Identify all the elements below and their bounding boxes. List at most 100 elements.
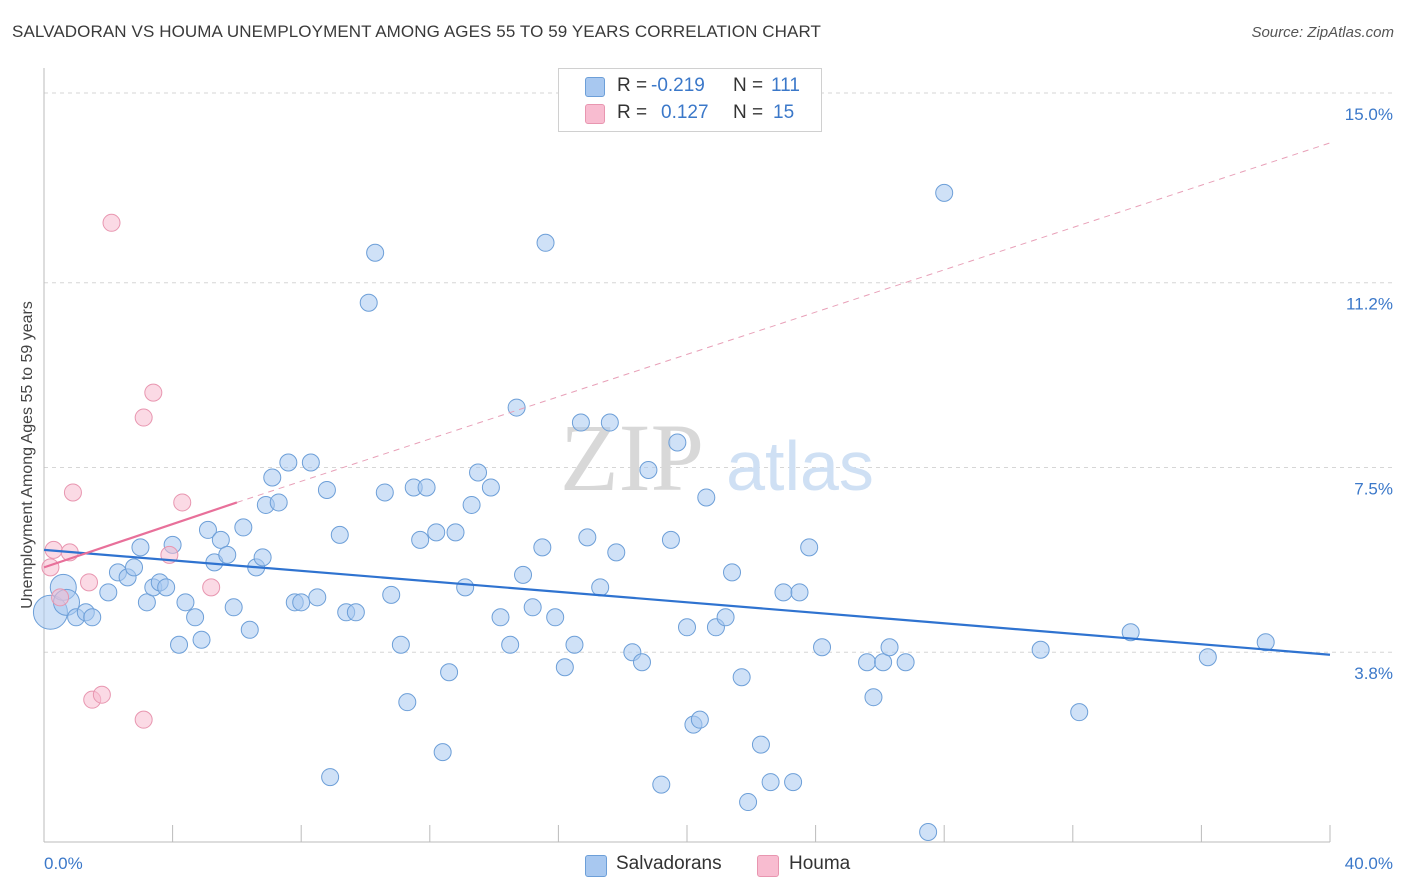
data-point-salvadorans [292,593,311,612]
data-point-salvadorans [555,658,574,677]
data-point-salvadorans [263,468,282,487]
data-point-salvadorans [716,608,735,627]
data-point-salvadorans [935,183,954,202]
data-point-salvadorans [507,398,526,417]
data-point-houma [92,685,111,704]
data-point-salvadorans [269,493,288,512]
data-point-salvadorans [192,630,211,649]
data-point-salvadorans [739,793,758,812]
watermark: ZIP atlas [560,404,874,511]
data-point-salvadorans [1121,623,1140,642]
data-point-salvadorans [83,608,102,627]
data-point-salvadorans [571,413,590,432]
data-point-salvadorans [218,545,237,564]
chart-title: SALVADORAN VS HOUMA UNEMPLOYMENT AMONG A… [12,22,822,41]
data-point-salvadorans [398,693,417,712]
legend-label-salvadorans: Salvadorans [616,853,722,874]
legend-n-value: 15 [773,102,795,123]
data-point-salvadorans [301,453,320,472]
data-point-salvadorans [240,620,259,639]
data-point-salvadorans [858,653,877,672]
trend-line-salvadorans [43,548,1331,656]
houma-points [41,213,221,729]
y-tick-label: 3.8% [1354,664,1393,683]
data-point-salvadorans [382,585,401,604]
data-point-salvadorans [481,478,500,497]
data-point-salvadorans [523,598,542,617]
legend-swatch-houma [757,855,779,877]
legend-r-label: R = [617,102,648,123]
data-point-salvadorans [321,768,340,787]
data-point-salvadorans [546,608,565,627]
data-point-salvadorans [607,543,626,562]
correlation-legend: R = -0.219 N = 111 R = 0.127 N = 15 [558,68,822,132]
x-tick-label: 0.0% [44,854,83,873]
data-point-salvadorans [211,530,230,549]
data-point-salvadorans [591,578,610,597]
data-point-salvadorans [224,598,243,617]
data-point-salvadorans [514,565,533,584]
data-point-salvadorans [433,743,452,762]
legend-label-houma: Houma [789,853,851,874]
data-point-salvadorans [417,478,436,497]
data-point-salvadorans [784,773,803,792]
data-point-salvadorans [253,548,272,567]
data-point-salvadorans [761,773,780,792]
data-point-houma [173,493,192,512]
legend-swatch-salvadorans [585,77,605,97]
data-point-salvadorans [501,635,520,654]
series-legend: Salvadorans Houma [0,850,1406,880]
data-point-salvadorans [440,663,459,682]
data-point-salvadorans [157,578,176,597]
data-point-houma [102,213,121,232]
data-point-salvadorans [170,635,189,654]
data-point-salvadorans [533,538,552,557]
data-point-salvadorans [632,653,651,672]
data-point-salvadorans [880,638,899,657]
data-point-salvadorans [723,563,742,582]
data-point-salvadorans [279,453,298,472]
data-point-houma [134,408,153,427]
data-point-salvadorans [751,735,770,754]
data-point-salvadorans [186,608,205,627]
data-point-salvadorans [565,635,584,654]
data-point-salvadorans [491,608,510,627]
data-point-salvadorans [1256,633,1275,652]
grid-lines [44,92,1392,653]
legend-r-value: 0.127 [661,102,709,123]
data-point-salvadorans [99,583,118,602]
data-point-salvadorans [1070,703,1089,722]
watermark-atlas: atlas [726,427,874,505]
data-point-salvadorans [330,525,349,544]
y-tick-label: 15.0% [1345,105,1393,124]
legend-n-label: N = [733,102,764,123]
data-point-salvadorans [668,433,687,452]
data-point-salvadorans [125,558,144,577]
data-point-salvadorans [456,578,475,597]
data-point-salvadorans [800,538,819,557]
data-point-houma [134,710,153,729]
data-point-salvadorans [411,530,430,549]
legend-n-label: N = [733,75,764,96]
data-point-salvadorans [536,233,555,252]
data-point-houma [51,588,70,607]
data-point-salvadorans [874,653,893,672]
data-point-salvadorans [359,293,378,312]
data-point-salvadorans [1031,640,1050,659]
trend-line-houma [43,501,238,569]
data-point-salvadorans [462,495,481,514]
data-point-salvadorans [813,638,832,657]
data-point-salvadorans [600,413,619,432]
data-point-salvadorans [732,668,751,687]
legend-r-label: R = [617,75,648,96]
legend-swatch-houma [585,104,605,124]
data-point-salvadorans [896,653,915,672]
trend-lines [43,142,1331,656]
data-point-salvadorans [661,530,680,549]
y-tick-label: 7.5% [1354,479,1393,498]
data-point-salvadorans [919,823,938,842]
data-point-salvadorans [774,583,793,602]
data-point-houma [144,383,163,402]
axes [43,68,1331,843]
